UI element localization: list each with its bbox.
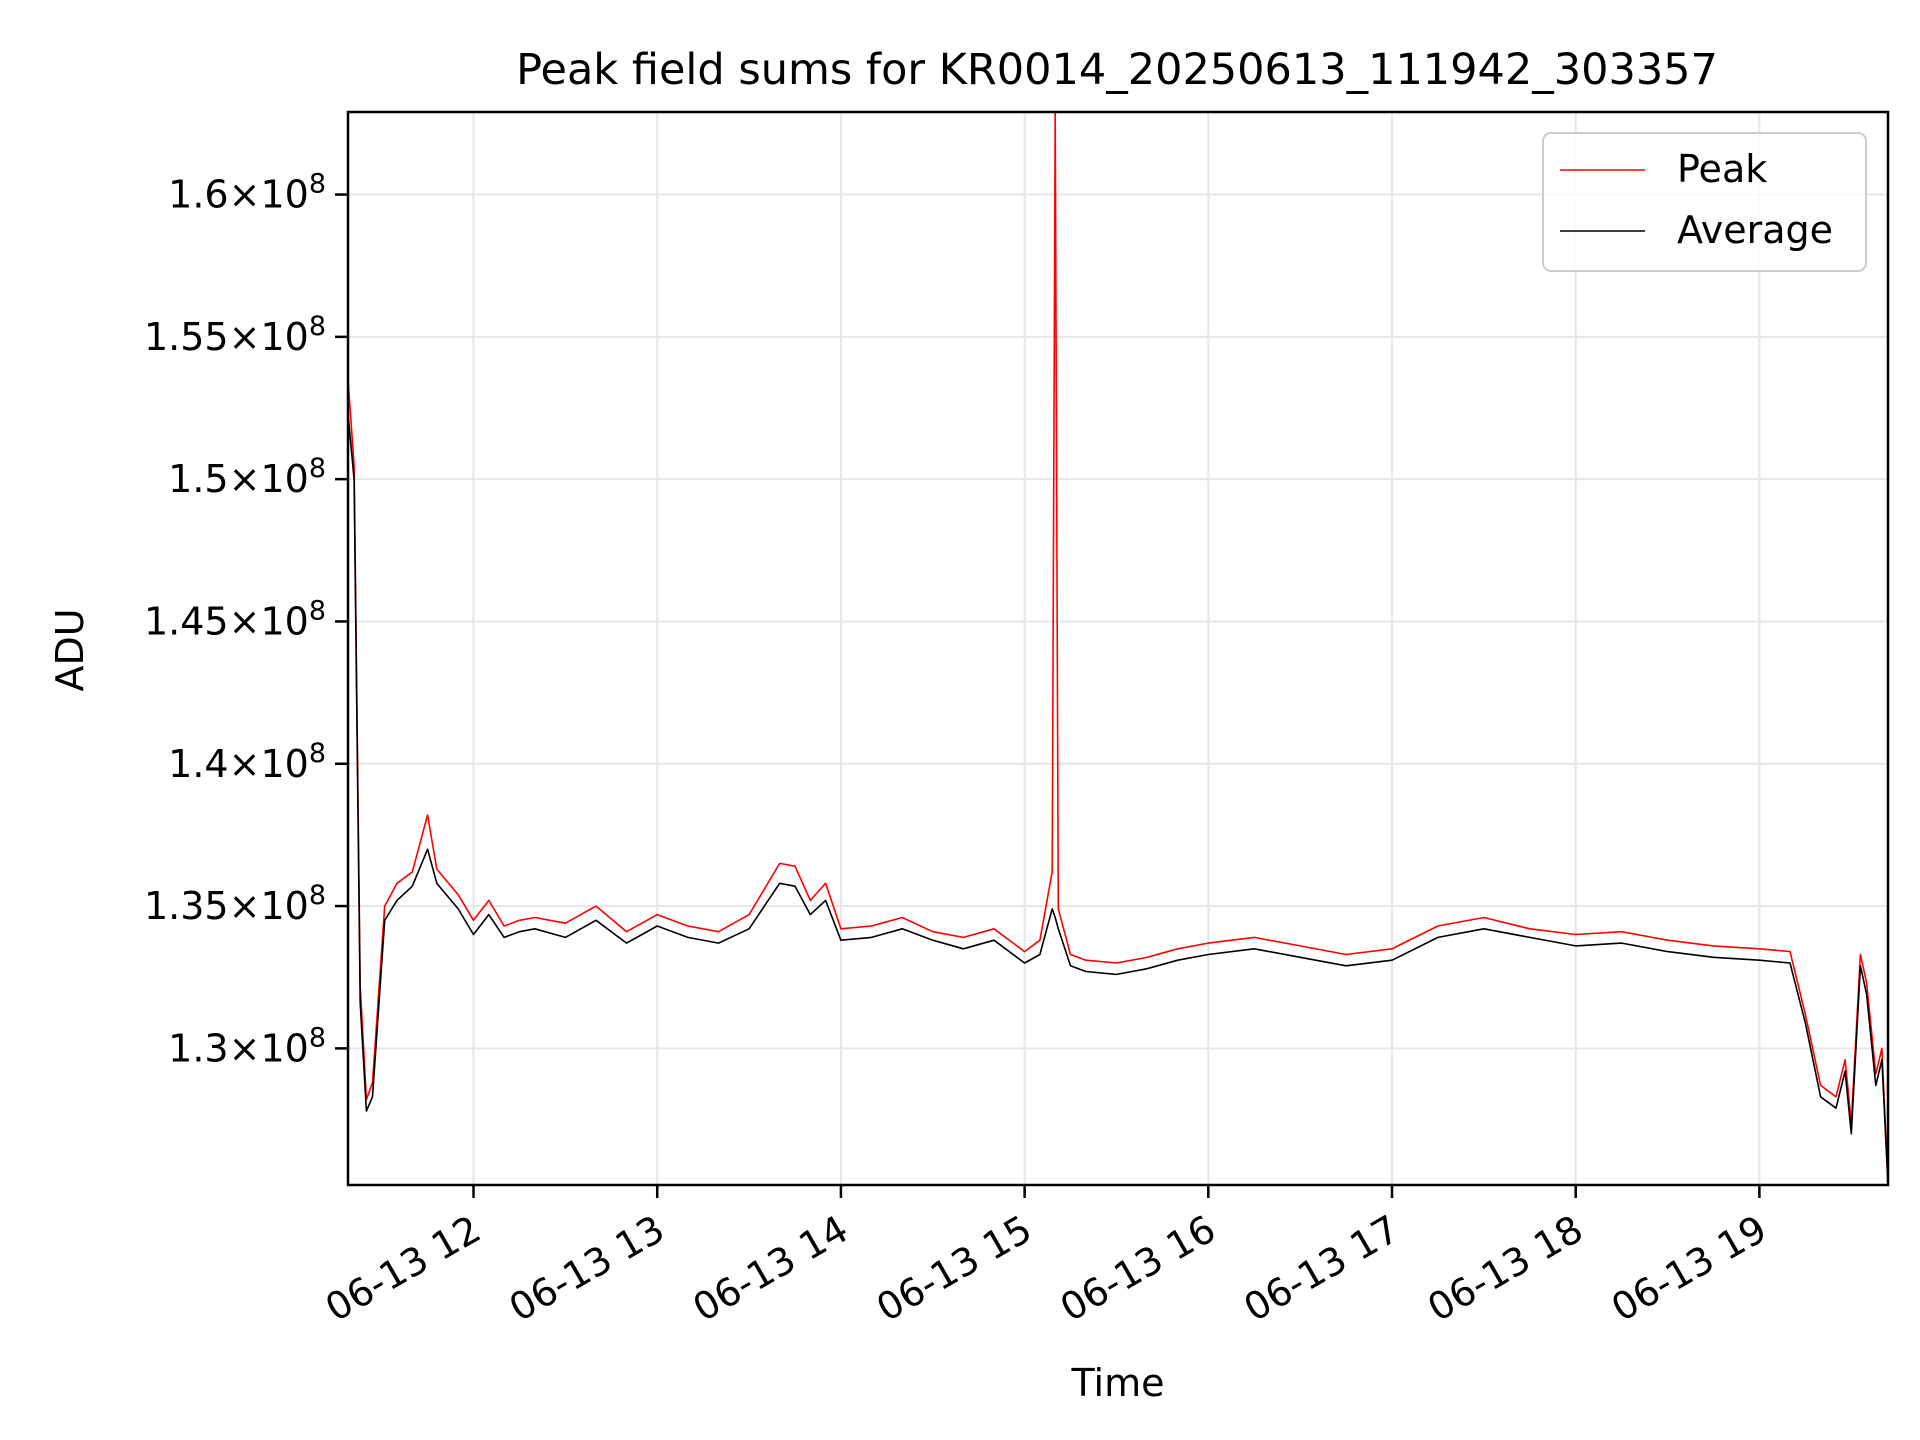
series-line-peak [347, 111, 1889, 1186]
y-tick-label: 1.45×108 [144, 595, 326, 643]
y-tick-label: 1.5×108 [168, 453, 326, 501]
y-tick-label: 1.6×108 [168, 169, 326, 217]
x-axis-label: Time [1071, 1361, 1165, 1405]
legend-box [1542, 132, 1867, 272]
legend-label-peak: Peak [1677, 147, 1767, 191]
y-tick-label: 1.4×108 [168, 738, 326, 786]
grid-lines [348, 112, 1888, 1185]
legend: Peak Average [1542, 132, 1867, 272]
plot-series [347, 111, 1889, 1186]
y-axis: 1.3×108 1.35×108 1.4×108 1.45×108 1.5×108 1.5… [144, 169, 348, 1070]
plot-area-frame [346, 110, 1890, 1187]
chart-title: Peak field sums for KR0014_20250613_1119… [516, 45, 1718, 95]
y-tick-label: 1.55×108 [144, 311, 326, 359]
y-axis-label: ADU [48, 608, 92, 691]
y-tick-label: 1.3×108 [168, 1022, 326, 1070]
legend-label-average: Average [1677, 208, 1833, 252]
series-line-average [347, 413, 1889, 1186]
y-tick-label: 1.35×108 [144, 880, 326, 928]
